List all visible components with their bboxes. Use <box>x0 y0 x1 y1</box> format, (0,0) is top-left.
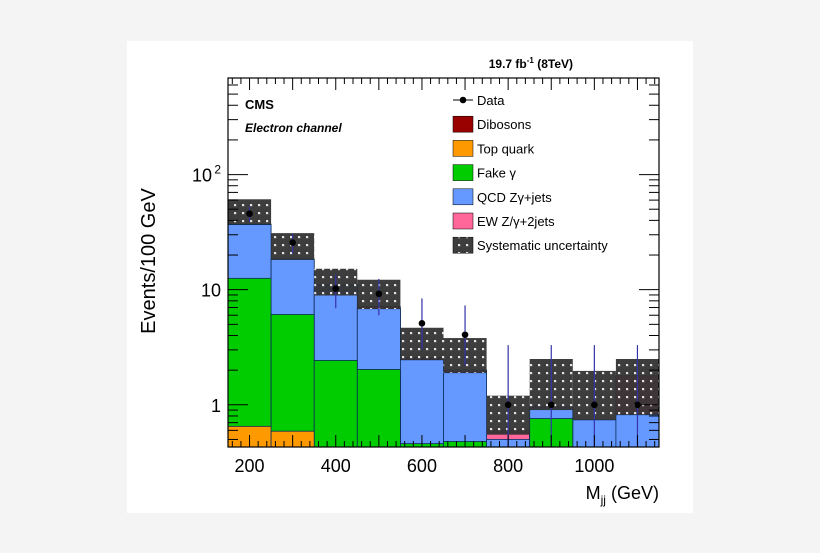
legend-swatch <box>452 212 474 230</box>
x-tick-label: 200 <box>235 456 265 476</box>
data-point <box>418 320 426 327</box>
chart-canvas: 200 400 600 800 1000 1 10 10 2 19.7 fb-1 (8TeV) … <box>127 41 693 513</box>
data-point <box>289 239 296 246</box>
x-tick-label: 1000 <box>574 456 614 476</box>
x-tick-label: 600 <box>407 456 437 476</box>
y-axis-label: Events/100 GeV <box>138 188 160 334</box>
legend-swatch <box>452 115 474 133</box>
x-tick-label: 400 <box>321 456 351 476</box>
y-tick-label: 10 <box>201 281 221 301</box>
legend-swatch <box>452 236 474 254</box>
legend-entry: Fake γ <box>477 166 517 181</box>
legend-swatch <box>452 164 474 181</box>
data-point <box>591 401 598 409</box>
data-point <box>634 401 641 409</box>
bar-fake- <box>270 314 315 447</box>
data-point <box>547 401 555 409</box>
data-point <box>332 285 340 292</box>
bar-fake- <box>228 277 272 447</box>
experiment-label: CMS <box>245 97 274 112</box>
legend-entry: Systematic uncertainty <box>477 238 608 253</box>
legend-entry: Dibosons <box>477 117 532 132</box>
y-tick-label: 10 <box>192 166 212 186</box>
plot-frame <box>227 77 660 448</box>
x-axis-label: Mjj (GeV) <box>586 483 659 507</box>
legend-entry: QCD Zγ+jets <box>477 190 552 205</box>
y-tick-label: 1 <box>211 396 221 416</box>
lumi-label: 19.7 fb-1 (8TeV) <box>489 56 573 71</box>
bar-fake- <box>356 369 401 447</box>
legend-entry: Data <box>477 93 505 108</box>
data-point <box>246 210 253 218</box>
data-point <box>504 401 512 409</box>
legend-entry: Top quark <box>477 141 535 156</box>
data-point <box>461 331 469 339</box>
bar-qcd-z-jets <box>443 372 487 447</box>
bar-fake- <box>313 360 358 447</box>
data-point <box>375 290 383 298</box>
legend-entry: EW Z/γ+2jets <box>477 214 555 229</box>
legend-swatch <box>452 140 474 157</box>
channel-label: Electron channel <box>245 121 342 135</box>
x-tick-label: 800 <box>493 456 523 476</box>
legend-marker <box>459 96 467 104</box>
legend-swatch <box>452 188 474 206</box>
y-tick-label: 2 <box>214 163 221 177</box>
bar-qcd-z-jets <box>399 359 444 447</box>
